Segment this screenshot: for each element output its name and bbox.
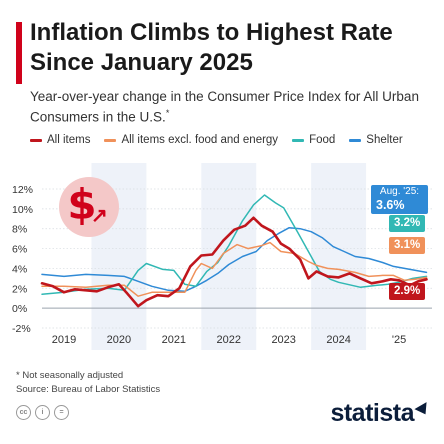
year-band: [201, 163, 257, 350]
license-icons: cc i =: [16, 405, 69, 420]
callout-all-items: 2.9%: [389, 283, 426, 300]
legend-swatch-core: [104, 138, 117, 142]
footnote-source: Source: Bureau of Labor Statistics: [16, 384, 161, 395]
legend-item-food: Food: [292, 134, 335, 146]
callout-food: 3.2%: [389, 215, 426, 232]
creative-commons-icon[interactable]: cc: [16, 405, 31, 420]
legend-label-core: All items excl. food and energy: [121, 134, 279, 146]
callout-date: Aug. '25:: [371, 185, 428, 199]
legend-item-all-items: All items: [30, 134, 90, 146]
y-tick-label: 0%: [12, 303, 27, 315]
legend-label-shelter: Shelter: [366, 134, 403, 146]
x-tick-label: 2023: [271, 334, 295, 346]
chart-subtitle: Year-over-year change in the Consumer Pr…: [30, 88, 430, 126]
legend-swatch-all-items: [30, 138, 42, 142]
legend-swatch-food: [292, 138, 305, 142]
footnote-note: * Not seasonally adjusted: [16, 370, 124, 381]
chart-legend: All items All items excl. food and energ…: [30, 134, 403, 146]
brand-mark-icon: [414, 402, 432, 418]
y-tick-label: 12%: [12, 184, 33, 196]
x-tick-label: 2021: [162, 334, 186, 346]
series-line-core: [41, 241, 428, 297]
legend-item-shelter: Shelter: [349, 134, 403, 146]
brand-text: statista: [330, 399, 414, 427]
y-tick-label: -2%: [12, 323, 31, 335]
callout-shelter: 3.6%: [371, 197, 428, 214]
series-line-all-items: [40, 216, 428, 308]
subtitle-text: Year-over-year change in the Consumer Pr…: [30, 89, 419, 125]
legend-label-all-items: All items: [47, 134, 91, 146]
x-tick-label: '25: [392, 334, 406, 346]
x-tick-label: 2022: [217, 334, 241, 346]
arrow-up-right-icon: ↗: [91, 205, 108, 227]
footnote: * Not seasonally adjusted Source: Bureau…: [16, 369, 160, 397]
y-tick-label: 4%: [12, 263, 27, 275]
statista-logo[interactable]: statista: [330, 399, 432, 428]
series-line-food: [41, 194, 428, 295]
callout-core: 3.1%: [389, 237, 426, 254]
line-chart: -2% 0% 2% 4% 6% 8% 10% 12% 2019 2020 2021 2022 2023 2…: [12, 163, 432, 350]
legend-swatch-shelter: [349, 138, 362, 142]
legend-item-core: All items excl. food and energy: [104, 134, 278, 146]
chart-title: Inflation Climbs to Highest Rate Since J…: [30, 19, 393, 76]
dollar-icon: $ ↗: [59, 177, 119, 237]
y-tick-label: 8%: [12, 224, 27, 236]
no-derivatives-icon[interactable]: =: [54, 405, 69, 420]
y-tick-label: 10%: [12, 204, 33, 216]
x-tick-label: 2024: [326, 334, 350, 346]
title-accent-bar: [16, 22, 22, 84]
x-tick-label: 2019: [52, 334, 76, 346]
subtitle-footnote-mark: *: [165, 108, 170, 118]
x-tick-label: 2020: [107, 334, 131, 346]
attribution-icon[interactable]: i: [35, 405, 50, 420]
y-tick-label: 6%: [12, 244, 27, 256]
y-tick-label: 2%: [12, 283, 27, 295]
legend-label-food: Food: [309, 134, 336, 146]
